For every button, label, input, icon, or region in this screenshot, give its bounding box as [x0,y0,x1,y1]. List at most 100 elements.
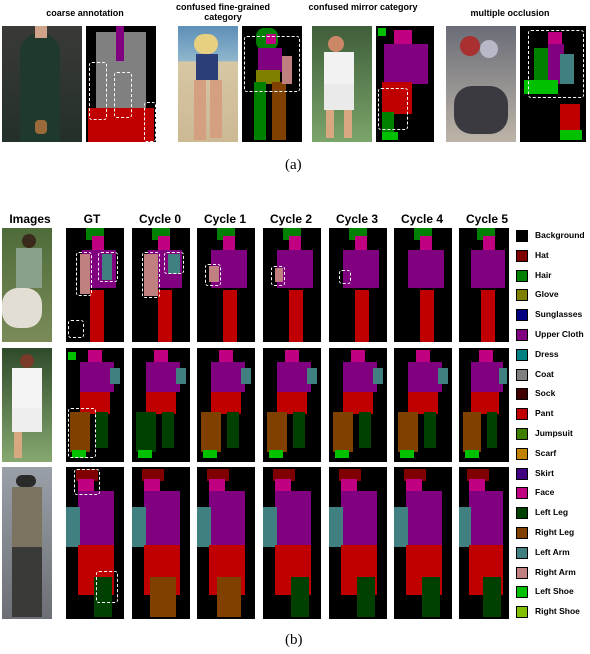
legend-swatch [516,507,528,520]
legend-swatch [516,546,528,559]
legend-swatch [516,388,528,401]
legend-label: Right Arm [535,566,576,577]
legend-item: Sock [516,386,590,404]
legend-item: Right Leg [516,525,590,543]
caption-b: (b) [285,632,303,648]
legend-item: Scarf [516,446,590,464]
row3-mask-cycle-0 [132,467,190,619]
legend-swatch [516,309,528,322]
legend-swatch [516,447,528,460]
column-header-cycle-5: Cycle 5 [465,212,509,226]
legend-item: Sunglasses [516,307,590,325]
part-a-header-coarse: coarse annotation [46,8,124,18]
legend-item: Left Leg [516,505,590,523]
legend-item: Hair [516,268,590,286]
row3-mask-cycle-4 [394,467,452,619]
legend-swatch [516,566,528,579]
legend-item: Dress [516,347,590,365]
mask-motorcycle-couple [520,26,586,142]
row1-mask-cycle-1 [197,228,255,342]
column-header-cycle-4: Cycle 4 [400,212,444,226]
legend-label: Right Leg [535,527,575,537]
legend-swatch [516,606,528,619]
legend-item: Skirt [516,466,590,484]
legend-swatch [516,348,528,361]
legend-label: Upper Cloth [535,329,584,339]
legend-label: Jumpsuit [535,428,573,438]
photo-tennis-player [312,26,372,142]
legend-item: Jumpsuit [516,426,590,444]
legend-label: Face [535,487,555,498]
legend-swatch [516,586,528,599]
legend-swatch [516,527,528,539]
legend-swatch [516,368,528,381]
legend-swatch [516,249,528,262]
legend-label: Left Arm [535,546,570,557]
legend-label: Skirt [535,467,554,478]
legend-item: Right Arm [516,565,590,583]
column-header-cycle-1: Cycle 1 [203,212,247,226]
row2-mask-cycle-4 [394,348,452,462]
legend-item: Glove [516,287,590,305]
legend-label: Glove [535,289,559,300]
row1-mask-cycle-0 [132,228,190,342]
legend-label: Hair [535,269,552,280]
legend-item: Left Arm [516,545,590,563]
legend-label: Pant [535,408,554,419]
column-header-gt: GT [83,212,101,226]
legend-item: Pant [516,406,590,424]
legend-item: Upper Cloth [516,327,590,345]
legend-swatch [516,230,528,242]
row1-photo-boy-sheep [2,228,52,342]
legend-item: Right Shoe [516,604,590,622]
part-a-header-fine-grained: confused fine-grained category [175,2,270,22]
legend-label: Coat [535,368,554,379]
row3-mask-cycle-5 [459,467,509,619]
row2-photo-tennis [2,348,52,462]
row3-mask-cycle-3 [329,467,387,619]
mask-tennis-player [376,26,434,142]
row-header-images: Images [9,212,51,226]
legend-label: Right Shoe [535,606,580,617]
part-a-header-mirror: confused mirror category [308,2,418,12]
legend-item: Hat [516,248,590,266]
row1-mask-gt [66,228,124,342]
row1-mask-cycle-3 [329,228,387,342]
legend-label: Sunglasses [535,309,583,320]
column-header-cycle-3: Cycle 3 [335,212,379,226]
column-header-cycle-0: Cycle 0 [138,212,182,226]
legend-swatch [516,428,528,440]
photo-suit-man [2,26,82,142]
row1-mask-cycle-4 [394,228,452,342]
legend-label: Left Shoe [535,586,574,597]
legend-label: Scarf [535,447,557,458]
row2-mask-cycle-1 [197,348,255,462]
row2-mask-cycle-5 [459,348,509,462]
mask-suit-man [86,26,156,142]
part-a-header-occlusion: multiple occlusion [470,8,550,18]
legend-swatch [516,269,528,282]
column-header-cycle-2: Cycle 2 [269,212,313,226]
row2-mask-cycle-3 [329,348,387,462]
legend-item: Left Shoe [516,584,590,602]
legend-label: Hat [535,249,549,260]
row3-mask-gt [66,467,124,619]
row2-mask-cycle-2 [263,348,321,462]
caption-a: (a) [285,157,302,173]
row3-photo-officer [2,467,52,619]
legend-swatch [516,329,528,341]
legend-swatch [516,467,528,480]
legend-swatch [516,487,528,500]
legend-item: Face [516,485,590,503]
row2-mask-gt [66,348,124,462]
row3-mask-cycle-2 [263,467,321,619]
legend-item: Coat [516,367,590,385]
row1-mask-cycle-5 [459,228,509,342]
photo-woman-beach [178,26,238,142]
row2-mask-cycle-0 [132,348,190,462]
photo-motorcycle-couple [446,26,516,142]
legend-swatch [516,408,528,421]
legend-item: Background [516,228,590,246]
row1-mask-cycle-2 [263,228,321,342]
legend-label: Background [535,230,585,240]
